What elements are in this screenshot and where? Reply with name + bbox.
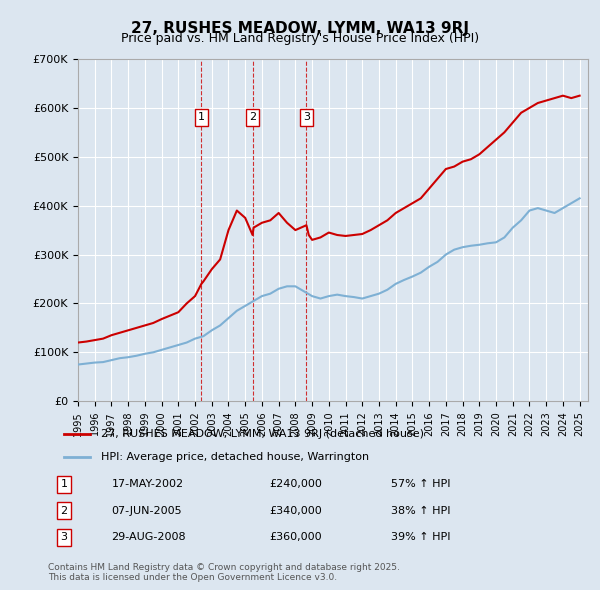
Text: 1: 1 <box>198 112 205 122</box>
Text: £340,000: £340,000 <box>270 506 323 516</box>
Text: 1: 1 <box>61 480 67 489</box>
Text: HPI: Average price, detached house, Warrington: HPI: Average price, detached house, Warr… <box>101 452 369 462</box>
Text: 57% ↑ HPI: 57% ↑ HPI <box>391 480 451 489</box>
Text: 39% ↑ HPI: 39% ↑ HPI <box>391 532 451 542</box>
Text: Price paid vs. HM Land Registry's House Price Index (HPI): Price paid vs. HM Land Registry's House … <box>121 32 479 45</box>
Text: 29-AUG-2008: 29-AUG-2008 <box>112 532 186 542</box>
Text: Contains HM Land Registry data © Crown copyright and database right 2025.: Contains HM Land Registry data © Crown c… <box>48 563 400 572</box>
Text: 38% ↑ HPI: 38% ↑ HPI <box>391 506 451 516</box>
Text: 2: 2 <box>60 506 67 516</box>
Text: 27, RUSHES MEADOW, LYMM, WA13 9RJ (detached house): 27, RUSHES MEADOW, LYMM, WA13 9RJ (detac… <box>101 429 424 439</box>
Text: 07-JUN-2005: 07-JUN-2005 <box>112 506 182 516</box>
Text: 3: 3 <box>61 532 67 542</box>
Text: 2: 2 <box>249 112 256 122</box>
Text: 3: 3 <box>303 112 310 122</box>
Text: This data is licensed under the Open Government Licence v3.0.: This data is licensed under the Open Gov… <box>48 573 337 582</box>
Text: £240,000: £240,000 <box>270 480 323 489</box>
Text: £360,000: £360,000 <box>270 532 322 542</box>
Text: 17-MAY-2002: 17-MAY-2002 <box>112 480 184 489</box>
Text: 27, RUSHES MEADOW, LYMM, WA13 9RJ: 27, RUSHES MEADOW, LYMM, WA13 9RJ <box>131 21 469 35</box>
